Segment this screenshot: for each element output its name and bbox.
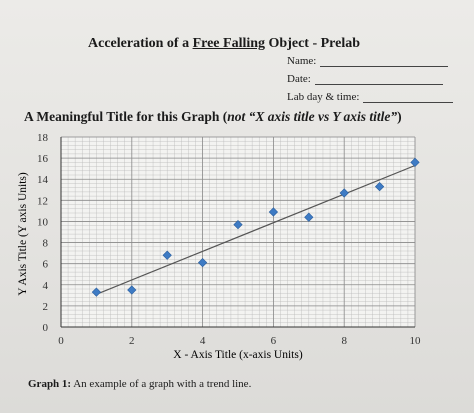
data-point [374, 181, 385, 192]
y-axis-title: Y Axis Title (Y axis Units) [17, 172, 29, 296]
data-point [233, 219, 243, 230]
y-tick-label: 16 [37, 153, 49, 165]
y-tick-label: 4 [43, 280, 49, 292]
data-point [410, 157, 420, 167]
data-points [91, 157, 420, 297]
caption-label: Graph 1: [28, 378, 72, 390]
title-prefix: Acceleration of a [88, 36, 193, 51]
minor-grid [60, 136, 416, 328]
data-point [268, 207, 279, 217]
tick-labels: 0 2 4 6 8 10 0 2 4 6 8 10 12 14 16 18 [37, 132, 421, 347]
name-line [320, 56, 449, 67]
name-label: Name: [287, 55, 317, 67]
y-tick-label: 14 [37, 174, 49, 186]
y-tick-label: 10 [37, 216, 49, 228]
x-axis-title: X - Axis Title (x-axis Units) [173, 349, 303, 361]
x-tick-label: 0 [58, 335, 64, 347]
y-tick-label: 8 [43, 238, 49, 250]
graph-heading-italic: not “X axis title vs Y axis title” [227, 109, 398, 124]
data-point [162, 250, 172, 260]
graph-heading-prefix: A Meaningful Title for this Graph ( [24, 109, 228, 124]
chart-axes [60, 137, 415, 328]
worksheet-title: Acceleration of a Free Falling Object - … [88, 36, 360, 52]
lab-day-line [363, 92, 454, 103]
graph-heading: A Meaningful Title for this Graph (not “… [24, 109, 402, 125]
title-suffix: Object - Prelab [265, 36, 361, 51]
y-tick-label: 6 [43, 259, 49, 271]
y-tick-label: 0 [43, 322, 49, 334]
lab-day-label: Lab day & time: [287, 91, 360, 103]
x-tick-label: 10 [410, 335, 422, 347]
trend-line [96, 164, 416, 295]
data-point [339, 188, 349, 198]
data-point [304, 212, 314, 222]
x-tick-label: 8 [341, 335, 347, 347]
y-tick-label: 12 [37, 195, 48, 207]
x-tick-label: 6 [271, 335, 277, 347]
y-tick-label: 18 [37, 132, 49, 144]
lab-day-field: Lab day & time: [287, 91, 454, 103]
trendline-group [96, 164, 416, 295]
caption-text: An example of a graph with a trend line. [71, 378, 252, 390]
data-point [127, 285, 137, 295]
graph-caption: Graph 1: An example of a graph with a tr… [28, 378, 251, 390]
date-line [314, 74, 443, 85]
data-point [197, 257, 208, 268]
date-label: Date: [287, 73, 311, 85]
x-tick-label: 4 [200, 335, 206, 347]
title-underlined: Free Falling [192, 36, 266, 51]
data-point [91, 287, 102, 297]
y-tick-label: 2 [43, 301, 49, 313]
name-field: Name: [287, 55, 449, 67]
x-tick-label: 2 [129, 335, 135, 347]
date-field: Date: [287, 73, 443, 85]
graph-heading-suffix: ) [397, 109, 402, 124]
